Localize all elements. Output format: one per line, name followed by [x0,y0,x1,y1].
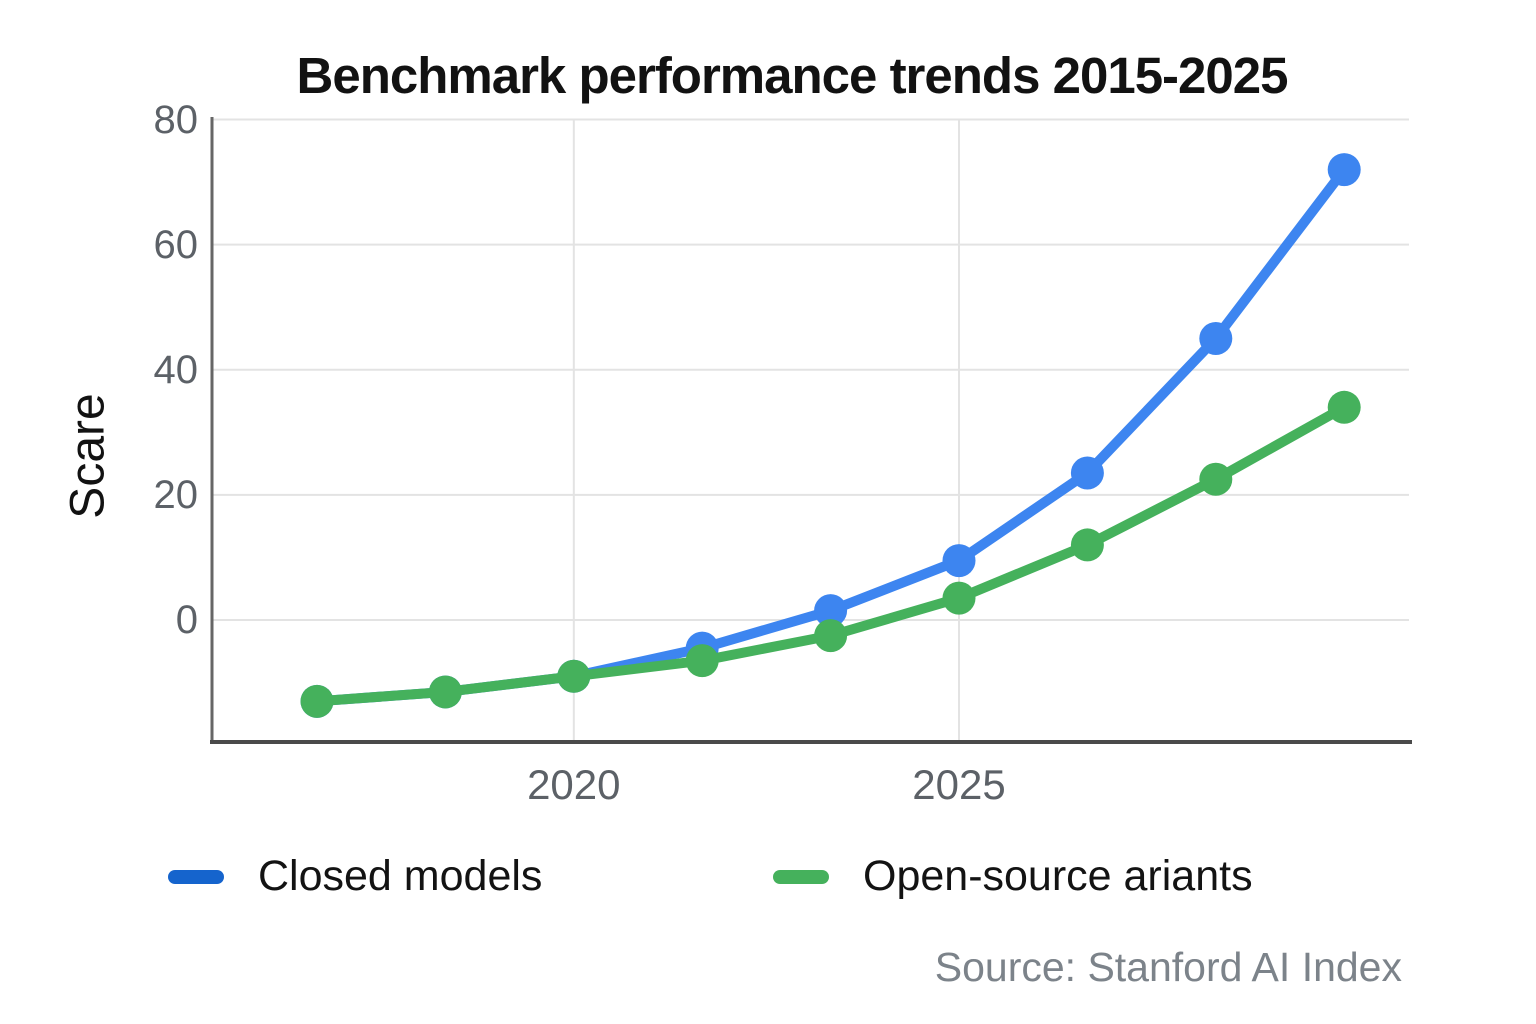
data-point-marker [685,644,719,678]
data-point-marker [942,544,976,578]
data-point-marker [1199,462,1233,496]
legend-item: Open-source ariants [773,852,1253,901]
y-tick-label: 0 [175,598,198,642]
data-point-marker [942,581,976,615]
data-point-marker [814,619,848,653]
y-tick-label: 40 [153,347,199,392]
x-tick-label: 2020 [527,761,621,808]
legend-label: Closed models [258,852,543,900]
legend-item: Closed models [168,852,542,901]
y-tick-label: 60 [153,222,199,267]
data-point-marker [1327,153,1361,187]
y-tick-label: 20 [153,472,199,517]
y-tick-label: 80 [153,97,199,142]
legend-swatch [773,869,829,884]
data-point-marker [428,675,462,709]
legend-label: Open-source ariants [863,852,1253,900]
data-point-marker [814,594,848,628]
data-point-marker [300,684,334,718]
data-point-marker [557,659,591,693]
legend-swatch [168,869,224,884]
chart-title: Benchmark performance trends 2015-2025 [296,47,1289,104]
data-point-marker [1199,321,1233,355]
series-line [312,402,1350,707]
data-point-marker [1070,528,1104,562]
data-point-marker [1070,456,1104,490]
source-note: Source: Stanford AI Index [934,944,1402,990]
data-point-marker [1327,390,1361,424]
x-tick-label: 2025 [912,761,1006,808]
